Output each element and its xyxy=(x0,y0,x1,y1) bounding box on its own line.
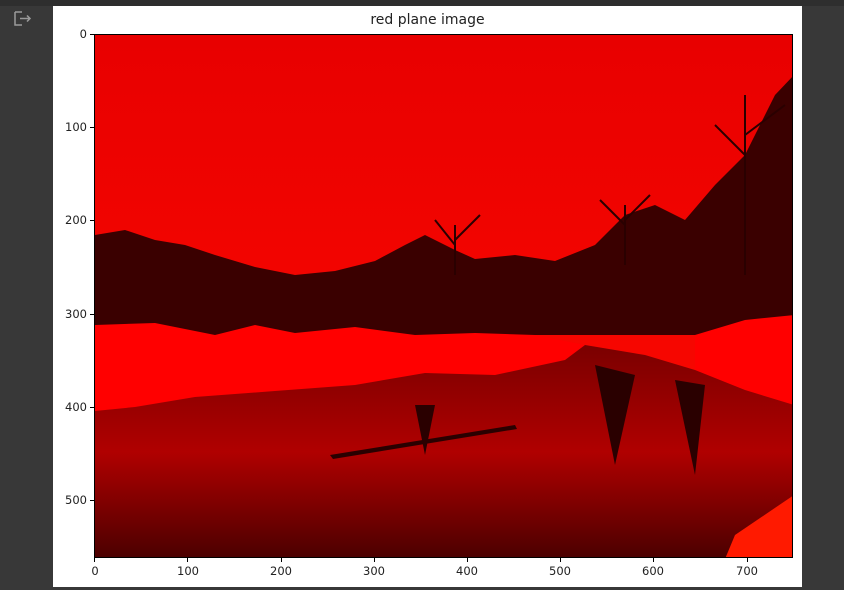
plot-figure: red plane image xyxy=(53,6,802,587)
x-tick-label: 400 xyxy=(456,564,478,578)
x-tick-label: 700 xyxy=(736,564,758,578)
x-tick-mark xyxy=(747,558,748,562)
y-tick-mark xyxy=(90,407,94,408)
y-tick-label: 400 xyxy=(65,400,87,414)
x-tick-label: 600 xyxy=(642,564,664,578)
output-redirect-icon[interactable] xyxy=(13,10,33,28)
plot-title: red plane image xyxy=(370,12,485,28)
x-tick-mark xyxy=(653,558,654,562)
x-tick-label: 100 xyxy=(177,564,199,578)
y-tick-mark xyxy=(90,34,94,35)
x-tick-mark xyxy=(467,558,468,562)
y-tick-label: 500 xyxy=(65,493,87,507)
image-axes xyxy=(94,34,793,558)
x-tick-label: 300 xyxy=(363,564,385,578)
y-tick-mark xyxy=(90,500,94,501)
y-tick-label: 100 xyxy=(65,120,87,134)
x-tick-mark xyxy=(281,558,282,562)
y-tick-mark xyxy=(90,220,94,221)
x-tick-mark xyxy=(374,558,375,562)
x-tick-label: 200 xyxy=(270,564,292,578)
y-tick-label: 0 xyxy=(79,27,87,41)
y-tick-mark xyxy=(90,127,94,128)
y-tick-label: 200 xyxy=(65,213,87,227)
red-plane-image xyxy=(95,35,792,557)
x-tick-mark xyxy=(94,558,95,562)
top-strip xyxy=(0,0,844,6)
x-tick-mark xyxy=(187,558,188,562)
x-tick-label: 0 xyxy=(91,564,99,578)
y-tick-label: 300 xyxy=(65,307,87,321)
x-tick-label: 500 xyxy=(549,564,571,578)
x-tick-mark xyxy=(560,558,561,562)
y-tick-mark xyxy=(90,314,94,315)
